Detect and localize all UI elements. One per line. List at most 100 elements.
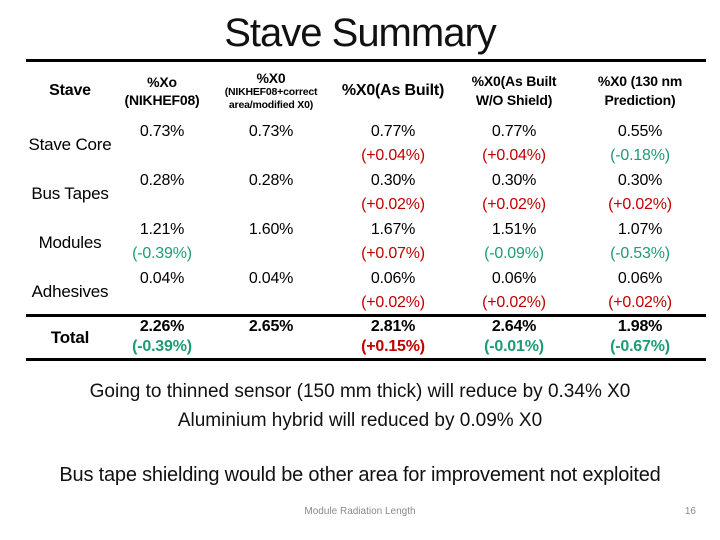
table-cell: 0.28%: [210, 169, 332, 218]
cell-value: 0.06%: [491, 270, 537, 287]
cell-delta: (+0.15%): [361, 338, 425, 355]
col-header-x0-2: %X0 (NIKHEF08+correct area/modified X0): [210, 63, 332, 118]
cell-delta: (+0.02%): [361, 196, 425, 213]
notes-block: Going to thinned sensor (150 mm thick) w…: [0, 377, 720, 435]
col-header-text: W/O Shield): [475, 91, 553, 108]
cell-delta: (-0.09%): [484, 245, 544, 262]
slide-title: Stave Summary: [224, 11, 497, 55]
table-cell: 2.81% (+0.15%): [332, 317, 454, 358]
col-header-subtext: (NIKHEF08+correct: [224, 85, 318, 98]
cell-delta: (-0.18%): [610, 147, 670, 164]
col-header-stave-0: Stave: [26, 63, 114, 118]
cell-value: 2.64%: [491, 318, 537, 335]
table-cell: 0.04%: [114, 267, 210, 316]
table-cell: 1.98% (-0.67%): [574, 317, 706, 358]
table-total-row: Total 2.26% (-0.39%) 2.65% 2.81% (+0.15%) 2.64…: [26, 317, 706, 358]
table-row-modules: Modules 1.21% (-0.39%) 1.60% 1.67% (+0.07%) 1.…: [26, 218, 706, 267]
cell-value: 0.73%: [139, 123, 185, 140]
col-header-text: (NIKHEF08): [124, 91, 200, 108]
cell-value: 0.55%: [617, 123, 663, 140]
row-label-total: Total: [50, 327, 90, 347]
col-header-xo-1: %Xo (NIKHEF08): [114, 63, 210, 118]
cell-value: 0.30%: [617, 172, 663, 189]
table-cell: 2.26% (-0.39%): [114, 317, 210, 358]
table-cell: 0.28%: [114, 169, 210, 218]
row-label-modules: Modules: [38, 232, 102, 252]
table-cell: 0.30% (+0.02%): [574, 169, 706, 218]
cell-delta: (+0.04%): [482, 147, 546, 164]
table-cell: 2.65%: [210, 317, 332, 358]
col-header-text: Stave: [49, 81, 91, 99]
table-row-total: Total 2.26% (-0.39%) 2.65% 2.81% (+0.15%) 2.64…: [26, 317, 706, 358]
table-cell: 0.04%: [210, 267, 332, 316]
divider-below-total: [26, 358, 706, 361]
col-header-subtext: area/modified X0): [228, 98, 314, 111]
callout-bus-tape-shielding: Bus tape shielding would be other area f…: [59, 464, 661, 486]
table-cell: 2.64% (-0.01%): [454, 317, 574, 358]
col-header-text: %X0 (130 nm: [597, 72, 683, 89]
table-cell: 1.60%: [210, 218, 332, 267]
table-cell: 1.51% (-0.09%): [454, 218, 574, 267]
cell-value: 0.30%: [370, 172, 416, 189]
cell-value: 0.04%: [139, 270, 185, 287]
cell-delta: (-0.53%): [610, 245, 670, 262]
table-cell: 1.67% (+0.07%): [332, 218, 454, 267]
table-cell: 0.73%: [210, 120, 332, 169]
table-cell: 0.06% (+0.02%): [332, 267, 454, 316]
row-label-adhesives: Adhesives: [31, 281, 109, 301]
cell-delta: (-0.39%): [132, 245, 192, 262]
cell-value: 0.06%: [617, 270, 663, 287]
cell-value: 0.77%: [491, 123, 537, 140]
table-cell: 0.73%: [114, 120, 210, 169]
col-header-text: Prediction): [604, 91, 676, 108]
cell-delta: (+0.02%): [482, 294, 546, 311]
col-header-text: %X0(As Built): [341, 81, 445, 99]
col-header-text: %X0(As Built: [471, 72, 557, 89]
cell-delta: (+0.02%): [361, 294, 425, 311]
table-cell: 0.30% (+0.02%): [454, 169, 574, 218]
divider-under-title: [26, 59, 706, 62]
col-header-text: %Xo: [147, 73, 177, 90]
col-header-x0-130-nm-5: %X0 (130 nm Prediction): [574, 63, 706, 118]
cell-delta: (+0.02%): [608, 294, 672, 311]
table-row-adhesives: Adhesives 0.04% 0.04% 0.06% (+0.02%) 0.06% (+0…: [26, 267, 706, 316]
cell-value: 2.26%: [139, 318, 185, 335]
cell-delta: (+0.02%): [482, 196, 546, 213]
table-cell: 1.21% (-0.39%): [114, 218, 210, 267]
col-header-x0-as-built-4: %X0(As Built W/O Shield): [454, 63, 574, 118]
table-cell: 0.77% (+0.04%): [454, 120, 574, 169]
cell-value: 2.65%: [248, 318, 294, 335]
cell-value: 0.30%: [491, 172, 537, 189]
cell-delta: (+0.04%): [361, 147, 425, 164]
divider-above-total: [26, 314, 706, 317]
table-cell: 0.55% (-0.18%): [574, 120, 706, 169]
cell-value: 1.51%: [491, 221, 537, 238]
row-label-stave-core: Stave Core: [28, 134, 112, 154]
cell-value: 1.60%: [248, 221, 294, 238]
cell-value: 1.67%: [370, 221, 416, 238]
col-header-text: %X0: [256, 69, 286, 86]
cell-value: 0.73%: [248, 123, 294, 140]
table-cell: 1.07% (-0.53%): [574, 218, 706, 267]
cell-value: 0.28%: [248, 172, 294, 189]
table-row-bus-tapes: Bus Tapes 0.28% 0.28% 0.30% (+0.02%) 0.30% (+0…: [26, 169, 706, 218]
table-cell: 0.77% (+0.04%): [332, 120, 454, 169]
cell-value: 0.77%: [370, 123, 416, 140]
cell-value: 1.21%: [139, 221, 185, 238]
cell-value: 2.81%: [370, 318, 416, 335]
cell-value: 0.04%: [248, 270, 294, 287]
table-cell: 0.06% (+0.02%): [574, 267, 706, 316]
table-row-stave-core: Stave Core 0.73% 0.73% 0.77% (+0.04%) 0.77% (+…: [26, 120, 706, 169]
cell-value: 1.07%: [617, 221, 663, 238]
cell-delta: (-0.39%): [132, 338, 192, 355]
table-cell: 0.06% (+0.02%): [454, 267, 574, 316]
cell-value: 0.06%: [370, 270, 416, 287]
cell-delta: (+0.02%): [608, 196, 672, 213]
cell-value: 1.98%: [617, 318, 663, 335]
cell-value: 0.28%: [139, 172, 185, 189]
row-label-bus-tapes: Bus Tapes: [31, 183, 109, 203]
col-header-x0-as-built-3: %X0(As Built): [332, 63, 454, 118]
cell-delta: (-0.01%): [484, 338, 544, 355]
note-line-thinned-sensor: Going to thinned sensor (150 mm thick) w…: [89, 381, 631, 402]
